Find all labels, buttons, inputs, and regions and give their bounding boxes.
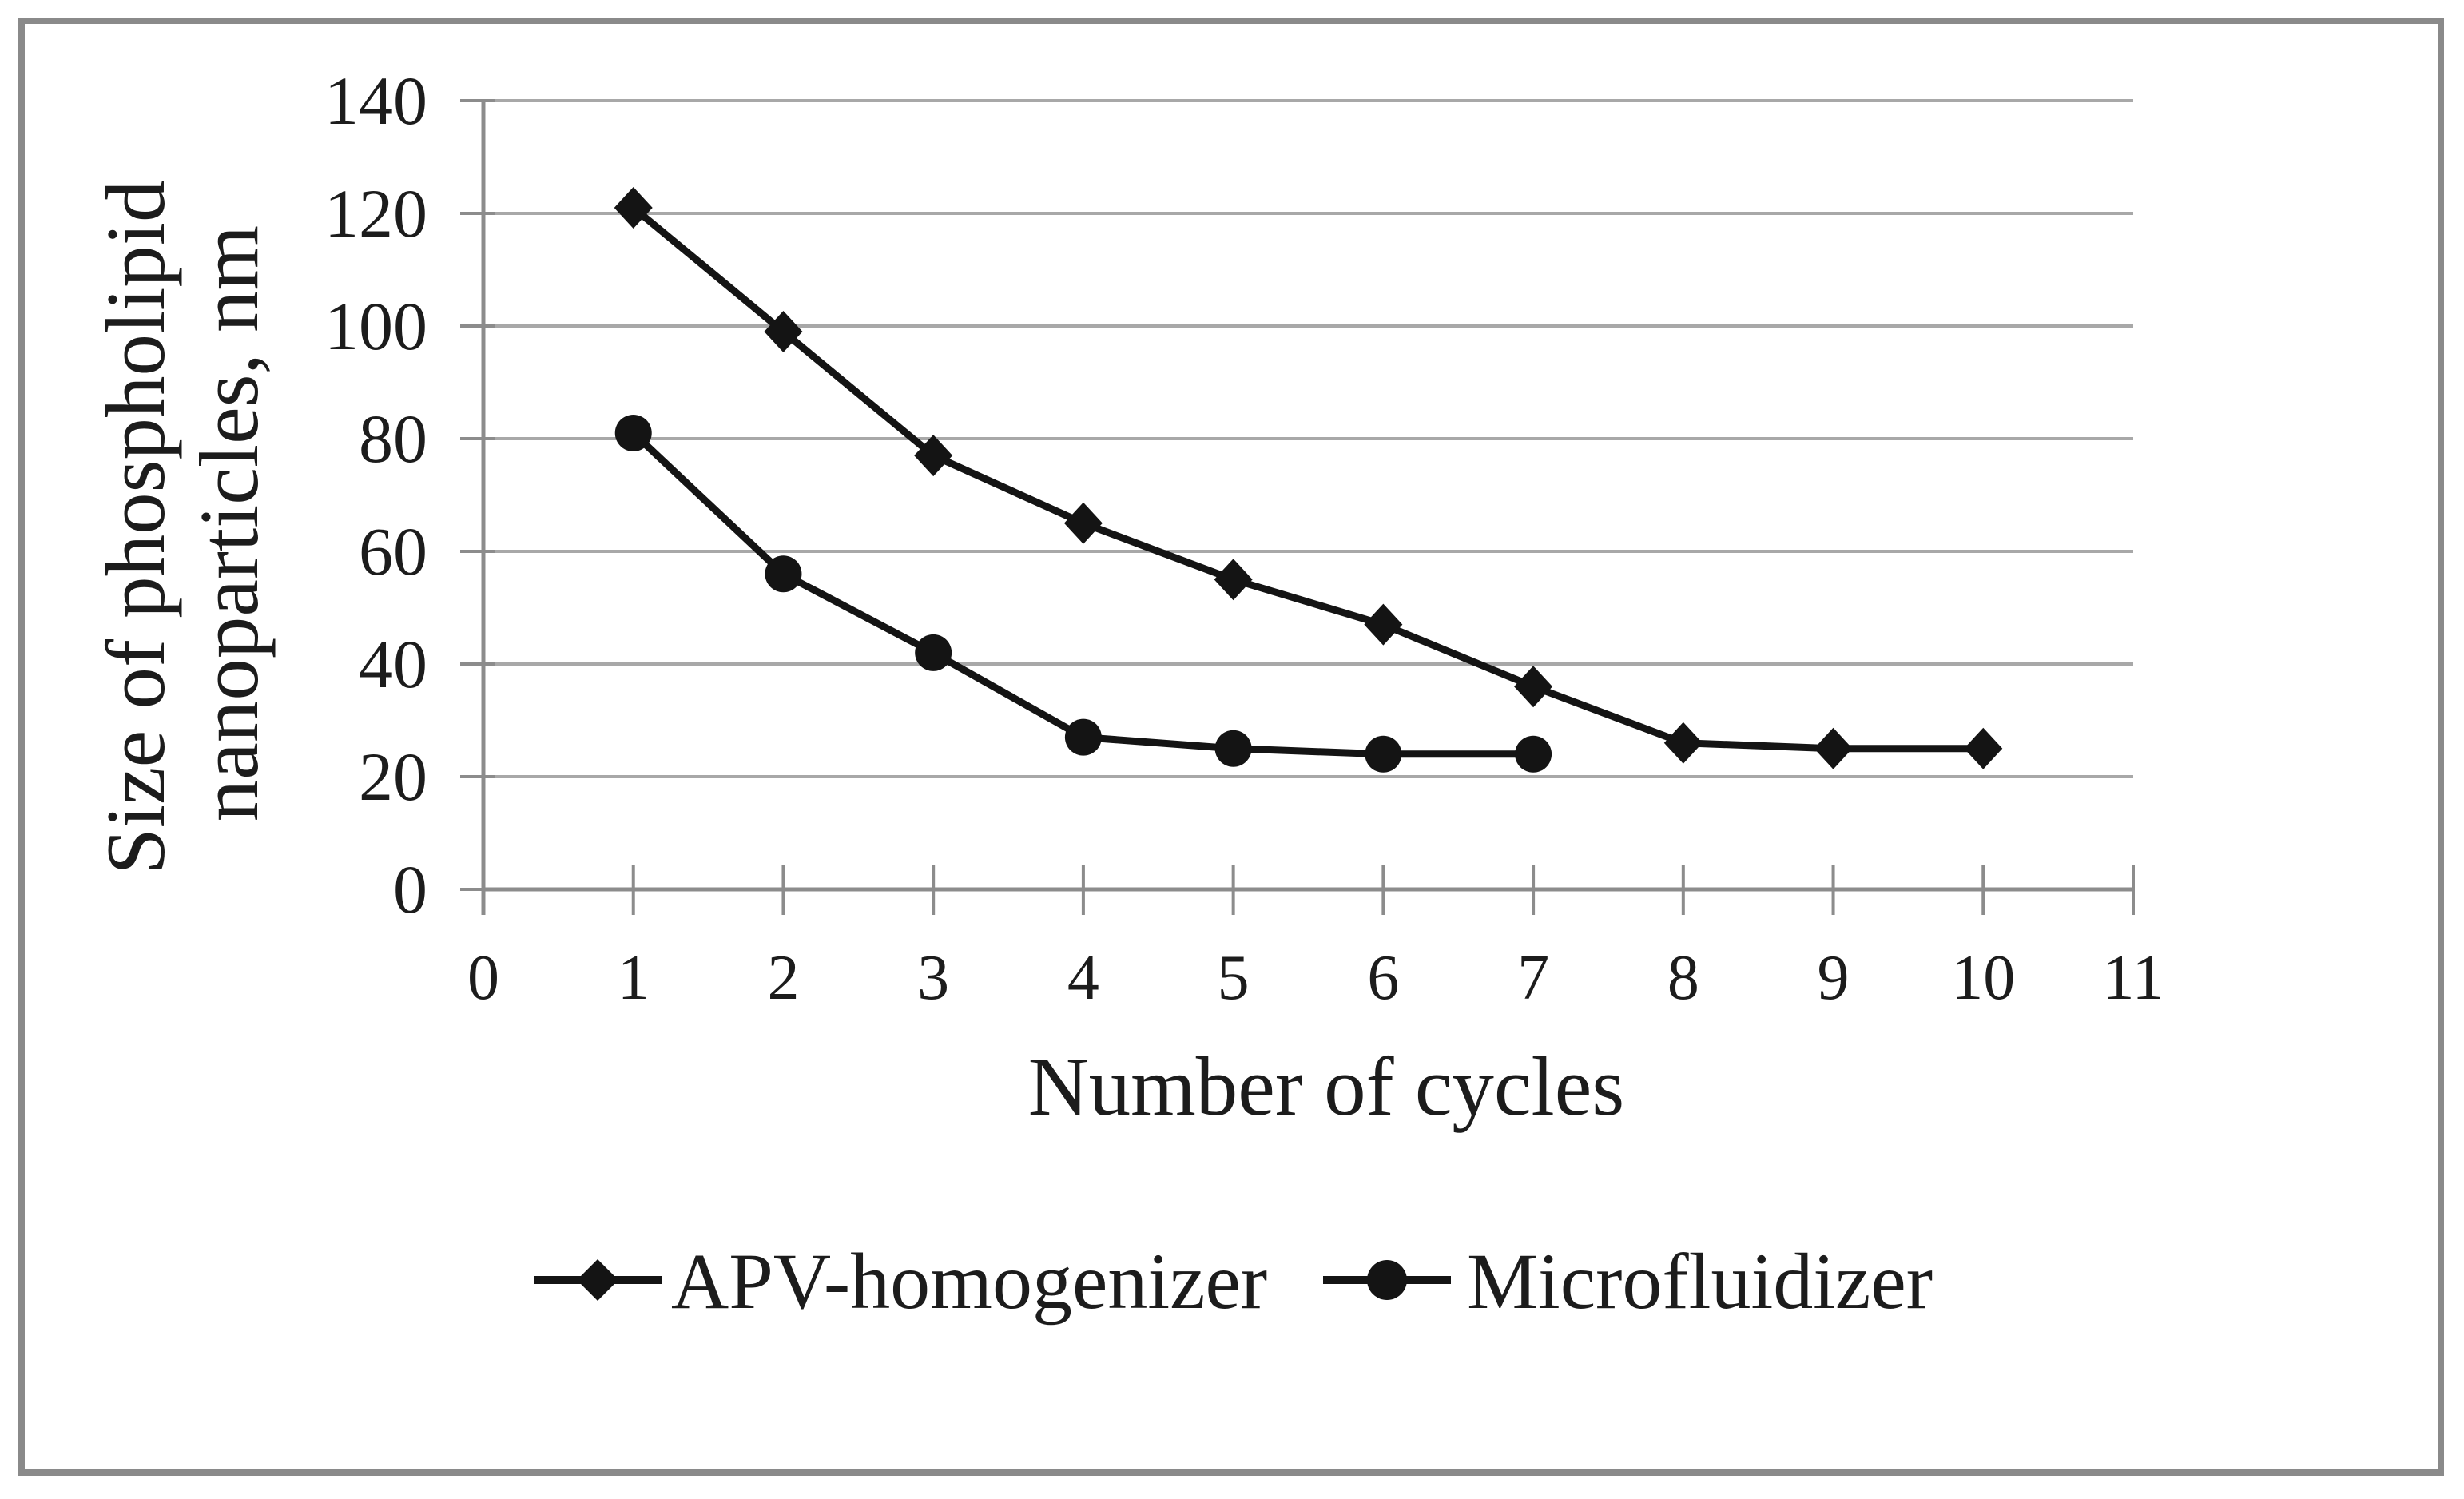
gridlines xyxy=(483,99,2133,778)
y-axis-title-line2: nanoparticles, nm xyxy=(182,225,276,821)
y-tick-label-140: 140 xyxy=(324,62,427,139)
y-tick-label-100: 100 xyxy=(324,288,427,364)
axes-and-ticks xyxy=(460,99,2135,915)
series-line-APV-homogenizer xyxy=(630,205,1984,753)
data-point-diamond-APV-homogenizer-x8 xyxy=(1663,722,1703,764)
y-tick-label-80: 80 xyxy=(359,400,427,477)
y-tick-label-120: 120 xyxy=(324,175,427,252)
tick-labels: 0 20 40 60 80 100 120 140 0 1 2 3 4 5 6 7 8 9 10 11 xyxy=(324,62,2164,1013)
data-point-diamond-APV-homogenizer-x4 xyxy=(1063,502,1103,544)
data-point-circle-Microfluidizer-x3 xyxy=(915,634,952,671)
x-tick-label-7: 7 xyxy=(1517,943,1549,1013)
y-tick-label-0: 0 xyxy=(393,851,427,928)
data-point-circle-Microfluidizer-x7 xyxy=(1515,735,1552,773)
data-point-diamond-APV-homogenizer-x10 xyxy=(1964,727,2003,769)
data-point-diamond-APV-homogenizer-x9 xyxy=(1814,727,1853,769)
y-tick-label-60: 60 xyxy=(359,513,427,590)
x-tick-label-5: 5 xyxy=(1218,943,1250,1013)
data-point-diamond-APV-homogenizer-x7 xyxy=(1514,666,1553,708)
x-tick-label-8: 8 xyxy=(1667,943,1699,1013)
x-tick-label-10: 10 xyxy=(1951,943,2015,1013)
x-tick-label-11: 11 xyxy=(2102,943,2164,1013)
x-tick-label-2: 2 xyxy=(767,943,799,1013)
legend-diamond-marker-icon xyxy=(577,1259,618,1301)
x-tick-label-4: 4 xyxy=(1067,943,1099,1013)
legend-label-apv-homogenizer: APV-homogenizer xyxy=(671,1237,1267,1326)
series-line-Microfluidizer xyxy=(630,430,1534,758)
data-point-diamond-APV-homogenizer-x3 xyxy=(914,435,953,477)
data-point-circle-Microfluidizer-x2 xyxy=(765,555,802,593)
data-point-circle-Microfluidizer-x1 xyxy=(614,414,652,451)
data-point-circle-Microfluidizer-x5 xyxy=(1214,730,1252,767)
data-point-diamond-APV-homogenizer-x2 xyxy=(764,311,803,353)
x-tick-label-0: 0 xyxy=(467,943,499,1013)
y-tick-label-40: 40 xyxy=(359,626,427,702)
data-point-diamond-APV-homogenizer-x1 xyxy=(614,186,653,229)
data-point-circle-Microfluidizer-x4 xyxy=(1064,718,1102,756)
data-point-diamond-APV-homogenizer-x6 xyxy=(1364,603,1403,646)
figure-border xyxy=(18,18,2444,1476)
x-tick-label-9: 9 xyxy=(1818,943,1850,1013)
y-tick-label-20: 20 xyxy=(359,738,427,815)
y-axis-title-line1: Size of phospholipid xyxy=(89,180,182,874)
x-axis-title: Number of cycles xyxy=(1028,1040,1624,1133)
x-tick-label-6: 6 xyxy=(1367,943,1399,1013)
legend: APV-homogenizer Microfluidizer xyxy=(534,1237,1933,1326)
x-tick-label-3: 3 xyxy=(917,943,949,1013)
legend-circle-marker-icon xyxy=(1367,1260,1407,1300)
data-series xyxy=(614,186,2003,773)
data-point-diamond-APV-homogenizer-x5 xyxy=(1214,559,1253,601)
legend-label-microfluidizer: Microfluidizer xyxy=(1467,1237,1933,1326)
x-tick-label-1: 1 xyxy=(618,943,650,1013)
data-point-circle-Microfluidizer-x6 xyxy=(1365,735,1402,773)
